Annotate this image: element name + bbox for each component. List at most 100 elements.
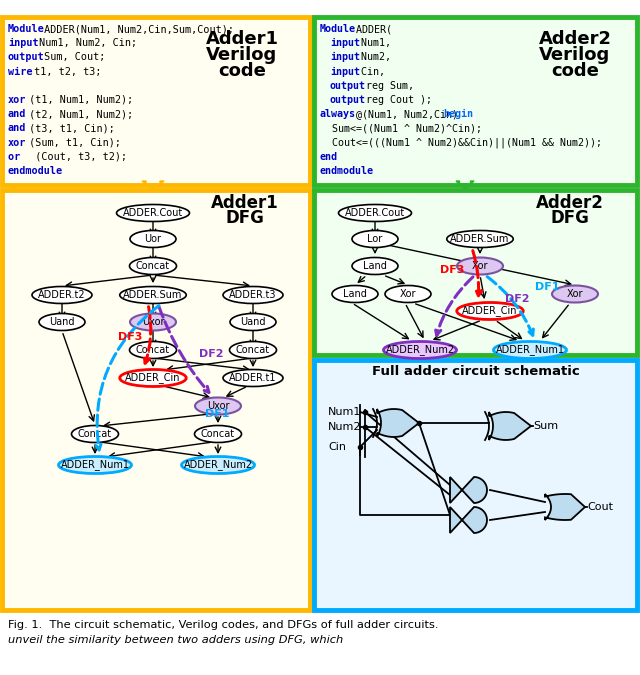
Text: Uor: Uor (145, 234, 161, 244)
Ellipse shape (116, 205, 189, 221)
Ellipse shape (223, 286, 283, 304)
Text: Uand: Uand (49, 317, 75, 327)
Text: @(Num1, Num2,Cin): @(Num1, Num2,Cin) (349, 109, 464, 119)
Ellipse shape (182, 456, 255, 473)
Text: (t2, Num1, Num2);: (t2, Num1, Num2); (23, 109, 133, 119)
Text: Sum: Sum (533, 421, 558, 431)
Text: DF3: DF3 (118, 332, 142, 342)
Text: ADDER_Num1: ADDER_Num1 (61, 460, 129, 470)
Ellipse shape (385, 286, 431, 302)
Text: Fig. 1.  The circuit schematic, Verilog codes, and DFGs of full adder circuits.: Fig. 1. The circuit schematic, Verilog c… (8, 620, 438, 630)
Text: or: or (8, 152, 26, 162)
Text: Verilog: Verilog (206, 46, 278, 64)
Text: ADDER.t1: ADDER.t1 (229, 373, 276, 383)
Text: DFG: DFG (550, 209, 589, 227)
Text: Concat: Concat (136, 345, 170, 355)
Ellipse shape (352, 257, 398, 275)
Text: (t1, Num1, Num2);: (t1, Num1, Num2); (23, 95, 133, 105)
Ellipse shape (332, 286, 378, 302)
Text: code: code (218, 62, 266, 80)
Text: DF2: DF2 (199, 349, 223, 359)
Ellipse shape (129, 257, 177, 275)
Text: Cin,: Cin, (355, 67, 385, 76)
Ellipse shape (223, 369, 283, 387)
FancyBboxPatch shape (2, 17, 310, 185)
Ellipse shape (120, 286, 186, 304)
Text: Num1: Num1 (328, 407, 362, 417)
Text: ADDER_Num2: ADDER_Num2 (184, 460, 253, 470)
FancyBboxPatch shape (314, 190, 637, 355)
Ellipse shape (58, 456, 131, 473)
Ellipse shape (130, 313, 176, 331)
Ellipse shape (552, 286, 598, 302)
Text: Sum, Cout;: Sum, Cout; (38, 53, 105, 62)
Ellipse shape (230, 313, 276, 331)
Ellipse shape (493, 342, 566, 358)
Text: Concat: Concat (201, 429, 235, 439)
Text: unveil the similarity between two adders using DFG, which: unveil the similarity between two adders… (8, 635, 343, 645)
Text: Concat: Concat (136, 261, 170, 271)
Text: ADDER_Num1: ADDER_Num1 (495, 344, 564, 356)
Text: ADDER.t3: ADDER.t3 (229, 290, 276, 300)
Ellipse shape (383, 342, 456, 358)
Text: xor: xor (8, 95, 26, 105)
Text: reg Sum,: reg Sum, (360, 81, 413, 91)
Text: output: output (330, 81, 366, 91)
Text: DF1: DF1 (535, 282, 559, 292)
Text: ADDER(: ADDER( (349, 24, 392, 34)
FancyBboxPatch shape (314, 17, 637, 185)
Text: Num2: Num2 (328, 422, 362, 432)
Text: Concat: Concat (236, 345, 270, 355)
Polygon shape (450, 477, 487, 503)
Text: input: input (330, 38, 360, 48)
Text: Full adder circuit schematic: Full adder circuit schematic (372, 365, 580, 378)
Text: Land: Land (363, 261, 387, 271)
Ellipse shape (120, 369, 186, 387)
Polygon shape (545, 494, 585, 520)
Text: Adder1: Adder1 (205, 30, 278, 48)
Text: Lor: Lor (367, 234, 383, 244)
FancyArrow shape (456, 181, 474, 190)
Text: DFG: DFG (225, 209, 264, 227)
Text: (t3, t1, Cin);: (t3, t1, Cin); (23, 124, 115, 134)
Text: wire: wire (8, 67, 33, 76)
Text: end: end (320, 152, 338, 162)
Text: endmodule: endmodule (320, 166, 374, 176)
Polygon shape (450, 507, 487, 533)
Text: ADDER.Cout: ADDER.Cout (123, 208, 183, 218)
Text: input: input (330, 67, 360, 77)
Polygon shape (489, 412, 531, 440)
Text: ADDER_Num2: ADDER_Num2 (385, 344, 454, 356)
Text: Xor: Xor (472, 261, 488, 271)
Text: begin: begin (444, 109, 474, 119)
Text: Cout<=(((Num1 ^ Num2)&&Cin)||(Num1 && Num2));: Cout<=(((Num1 ^ Num2)&&Cin)||(Num1 && Nu… (320, 138, 602, 148)
Text: ADDER.t2: ADDER.t2 (38, 290, 86, 300)
Text: ADDER(Num1, Num2,Cin,Sum,Cout);: ADDER(Num1, Num2,Cin,Sum,Cout); (38, 24, 234, 34)
Text: and: and (8, 109, 26, 119)
Text: Concat: Concat (78, 429, 112, 439)
Text: ADDER_Cin: ADDER_Cin (125, 373, 180, 383)
Ellipse shape (339, 205, 412, 221)
Text: Uxor: Uxor (141, 317, 164, 327)
Text: DF3: DF3 (440, 265, 465, 275)
Text: output: output (330, 95, 366, 105)
Text: DF1: DF1 (205, 409, 230, 419)
Text: DF2: DF2 (505, 294, 529, 304)
FancyBboxPatch shape (2, 190, 310, 610)
Text: Uxor: Uxor (207, 401, 229, 411)
Text: xor: xor (8, 138, 26, 148)
Ellipse shape (230, 342, 276, 358)
Text: always: always (320, 109, 356, 119)
Text: ADDER.Sum: ADDER.Sum (124, 290, 182, 300)
Text: ADDER.Sum: ADDER.Sum (451, 234, 509, 244)
Text: Land: Land (343, 289, 367, 299)
Text: Cout: Cout (587, 502, 613, 512)
Text: input: input (330, 53, 360, 62)
Ellipse shape (195, 398, 241, 414)
Text: (Sum, t1, Cin);: (Sum, t1, Cin); (23, 138, 121, 148)
Text: Adder2: Adder2 (536, 194, 604, 212)
Text: Module: Module (8, 24, 45, 34)
Ellipse shape (195, 425, 241, 443)
Polygon shape (377, 409, 419, 437)
Text: (Cout, t3, t2);: (Cout, t3, t2); (23, 152, 127, 162)
